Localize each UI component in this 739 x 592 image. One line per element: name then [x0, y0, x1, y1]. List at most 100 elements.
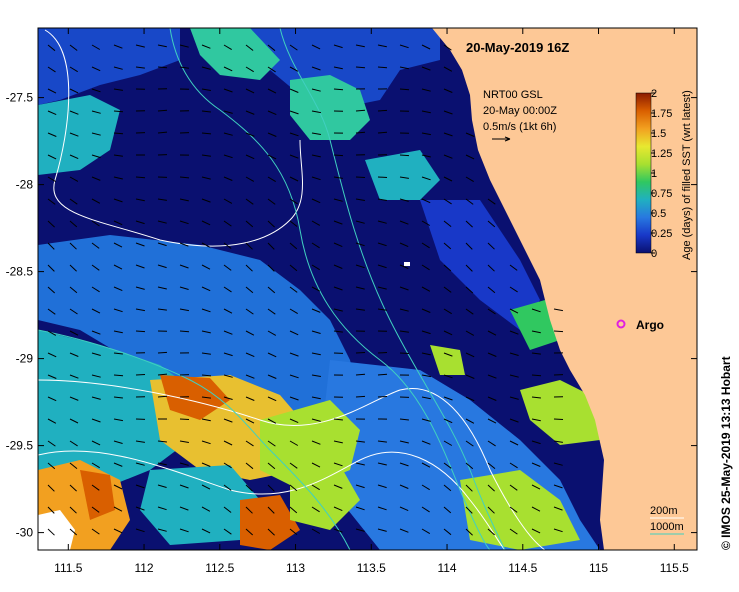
- current-vector: [201, 462, 211, 467]
- current-vector: [179, 66, 189, 69]
- current-vector: [201, 44, 211, 49]
- current-vector: [443, 132, 453, 137]
- x-tick-label: 113.5: [357, 561, 386, 575]
- current-vector: [157, 264, 167, 269]
- bathymetry-contours-1000: [38, 28, 506, 550]
- colorbar-tick-label: 0.5: [651, 208, 666, 220]
- current-vector: [245, 396, 255, 401]
- colorbar-tick-label: 0.25: [651, 228, 672, 240]
- colorbar-tick-label: 0.75: [651, 188, 672, 200]
- current-vector: [201, 264, 211, 270]
- current-vector: [267, 330, 277, 336]
- scale-arrowhead: [504, 136, 511, 142]
- current-vector: [157, 395, 168, 398]
- current-vector: [487, 506, 495, 514]
- current-vector: [553, 528, 563, 533]
- current-vector: [465, 198, 474, 205]
- current-vector: [47, 242, 55, 250]
- current-vector: [355, 395, 366, 398]
- current-vector: [443, 528, 452, 536]
- contour-1000m-3: [38, 329, 351, 550]
- current-vector: [333, 88, 344, 91]
- current-vector: [443, 176, 453, 182]
- current-vector: [91, 462, 100, 469]
- current-vector: [487, 308, 496, 315]
- colorbar-label: Age (days) of filled SST (wrt latest): [681, 90, 693, 260]
- current-vector: [69, 506, 77, 514]
- current-vector: [333, 264, 343, 269]
- current-vector: [487, 264, 495, 272]
- current-vector: [421, 506, 430, 513]
- current-vector: [91, 374, 101, 378]
- current-vector: [91, 396, 101, 400]
- current-vector: [333, 462, 343, 467]
- current-vector: [69, 264, 77, 272]
- current-vector: [377, 528, 387, 532]
- current-vector: [223, 154, 233, 159]
- current-vector: [201, 418, 211, 422]
- current-vector: [223, 220, 232, 227]
- sst-patch-green-e: [520, 380, 600, 445]
- current-vector: [223, 506, 232, 513]
- current-vector: [223, 198, 233, 204]
- current-vector: [245, 198, 254, 205]
- current-vector: [245, 528, 254, 536]
- current-vector: [179, 242, 189, 247]
- current-vector: [157, 131, 168, 134]
- current-vector: [531, 506, 541, 512]
- current-vector: [421, 110, 431, 114]
- current-vector: [91, 242, 100, 249]
- current-vector: [223, 242, 232, 249]
- current-vector: [377, 131, 388, 134]
- current-vector: [201, 88, 211, 91]
- current-vector: [201, 396, 211, 399]
- current-vector: [333, 330, 343, 333]
- current-vector: [91, 110, 101, 114]
- current-vector: [509, 528, 518, 535]
- current-vector: [113, 418, 123, 422]
- current-vector: [333, 484, 343, 489]
- current-vector: [289, 462, 298, 469]
- current-vector: [377, 176, 388, 178]
- current-vector: [69, 440, 78, 447]
- current-vector: [245, 88, 255, 94]
- current-vector: [201, 440, 211, 445]
- current-vector: [201, 374, 212, 377]
- current-vector: [399, 330, 409, 333]
- current-vector: [465, 528, 473, 536]
- current-vector: [47, 308, 56, 315]
- current-vector: [135, 220, 145, 225]
- current-vector: [47, 462, 56, 470]
- current-vector: [245, 440, 254, 447]
- current-vector: [245, 132, 255, 137]
- depth-legend-200: 200m: [650, 505, 678, 517]
- current-vector: [465, 132, 475, 137]
- current-vector: [69, 198, 78, 205]
- current-vector: [201, 154, 211, 157]
- current-vector: [157, 109, 168, 112]
- sst-patch-orange-2: [80, 470, 115, 520]
- current-vector: [465, 374, 475, 379]
- current-vector: [355, 44, 365, 48]
- current-vector: [399, 484, 409, 489]
- current-vector: [69, 66, 78, 73]
- current-vector: [421, 440, 431, 445]
- current-vector: [69, 330, 79, 336]
- current-vector: [47, 44, 56, 52]
- current-vector: [157, 308, 167, 311]
- current-vector: [135, 330, 146, 333]
- current-vector: [69, 462, 78, 469]
- current-vector: [201, 132, 212, 135]
- current-vector: [267, 44, 276, 52]
- current-vector: [399, 176, 409, 179]
- current-vector: [267, 418, 277, 424]
- current-vector: [421, 154, 431, 158]
- current-vector: [113, 484, 123, 490]
- sst-patch-cyan-w: [38, 95, 120, 175]
- current-vector: [47, 484, 55, 492]
- current-vector: [487, 418, 497, 424]
- current-vector: [69, 44, 78, 51]
- sst-patch-green-e3: [510, 300, 560, 350]
- current-vector: [333, 220, 343, 225]
- current-vector: [47, 528, 55, 536]
